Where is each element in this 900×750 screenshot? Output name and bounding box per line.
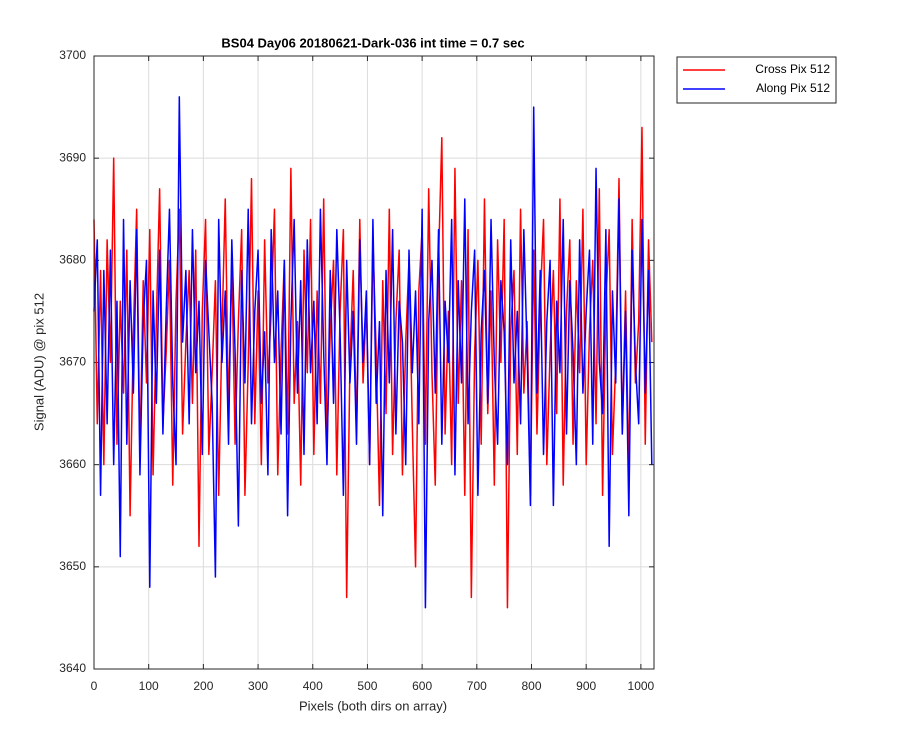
- chart-title: BS04 Day06 20180621-Dark-036 int time = …: [221, 35, 524, 50]
- y-axis-label: Signal (ADU) @ pix 512: [31, 293, 46, 431]
- x-tick-label: 100: [139, 679, 159, 693]
- y-tick-label: 3670: [59, 355, 86, 369]
- axes-box: [93, 55, 655, 670]
- x-tick-label: 200: [193, 679, 213, 693]
- x-axis-label: Pixels (both dirs on array): [299, 698, 447, 713]
- series-line: [93, 96, 653, 609]
- x-tick-label: 800: [521, 679, 541, 693]
- y-tick-label: 3700: [59, 48, 86, 62]
- y-tick-label: 3650: [59, 559, 86, 573]
- x-tick-label: 1000: [628, 679, 655, 693]
- legend-label: Cross Pix 512: [755, 62, 830, 76]
- x-tick-label: 700: [467, 679, 487, 693]
- x-tick-label: 400: [303, 679, 323, 693]
- x-tick-label: 500: [357, 679, 377, 693]
- legend-box: [676, 56, 837, 104]
- y-tick-label: 3660: [59, 457, 86, 471]
- y-tick-label: 3680: [59, 253, 86, 267]
- y-tick-label: 3640: [59, 661, 86, 675]
- y-tick-label: 3690: [59, 150, 86, 164]
- x-tick-label: 0: [91, 679, 98, 693]
- x-tick-label: 300: [248, 679, 268, 693]
- x-tick-label: 900: [576, 679, 596, 693]
- x-tick-label: 600: [412, 679, 432, 693]
- legend: Cross Pix 512 Along Pix 512: [676, 56, 837, 104]
- legend-label: Along Pix 512: [756, 81, 830, 95]
